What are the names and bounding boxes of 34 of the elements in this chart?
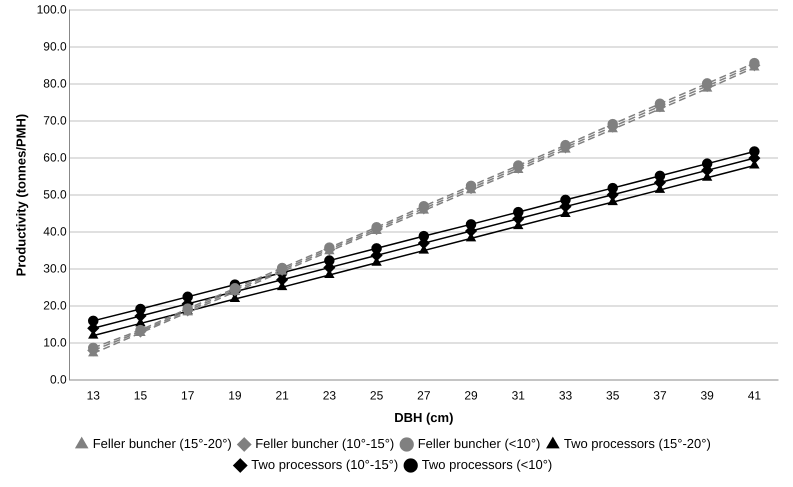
x-axis-title: DBH (cm) xyxy=(394,410,454,425)
x-tick-label: 33 xyxy=(558,388,572,403)
x-tick-label: 37 xyxy=(653,388,667,403)
x-tick-label: 13 xyxy=(86,388,100,403)
x-tick-label: 25 xyxy=(370,388,384,403)
y-tick-label: 0.0 xyxy=(50,372,67,386)
x-tick-label: 19 xyxy=(228,388,242,403)
legend-label: Feller buncher (15°-20°) xyxy=(92,436,232,452)
x-tick-label: 39 xyxy=(700,388,714,403)
y-tick-label: 60.0 xyxy=(43,150,67,164)
x-tick-label: 23 xyxy=(322,388,336,403)
y-tick-label: 80.0 xyxy=(43,76,67,90)
x-tick-label: 31 xyxy=(512,388,526,403)
y-tick-label: 20.0 xyxy=(43,298,67,312)
y-tick-label: 90.0 xyxy=(43,39,67,54)
y-tick-label: 70.0 xyxy=(43,113,67,128)
y-tick-label: 10.0 xyxy=(43,335,67,350)
y-axis-title: Productivity (tonnes/PMH) xyxy=(13,114,28,276)
y-tick-label: 40.0 xyxy=(43,224,67,238)
legend-label: Two processors (15°-20°) xyxy=(564,436,711,452)
x-tick-label: 41 xyxy=(748,388,762,403)
y-tick-label: 100.0 xyxy=(36,2,67,17)
x-tick-label: 29 xyxy=(464,388,478,403)
y-tick-label: 30.0 xyxy=(43,261,67,276)
y-tick-label: 50.0 xyxy=(43,187,67,202)
x-tick-label: 35 xyxy=(606,388,620,403)
x-tick-label: 17 xyxy=(181,388,195,403)
x-tick-label: 15 xyxy=(134,388,148,403)
x-tick-label: 27 xyxy=(417,388,431,403)
legend-label: Two processors (<10°) xyxy=(422,457,552,472)
legend-label: Two processors (10°-15°) xyxy=(251,457,398,472)
legend-label: Feller buncher (<10°) xyxy=(418,436,540,452)
x-tick-label: 21 xyxy=(275,388,290,403)
legend-label: Feller buncher (10°-15°) xyxy=(255,436,394,452)
